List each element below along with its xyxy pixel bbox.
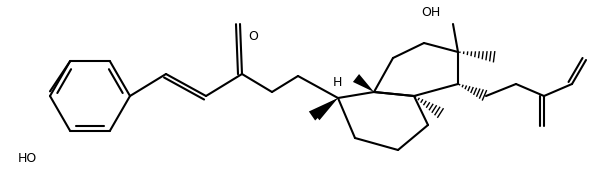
Polygon shape bbox=[309, 98, 338, 121]
Polygon shape bbox=[312, 98, 338, 120]
Polygon shape bbox=[353, 74, 374, 92]
Text: H: H bbox=[333, 76, 342, 89]
Text: HO: HO bbox=[18, 152, 37, 165]
Text: O: O bbox=[248, 30, 258, 43]
Text: OH: OH bbox=[421, 6, 440, 19]
